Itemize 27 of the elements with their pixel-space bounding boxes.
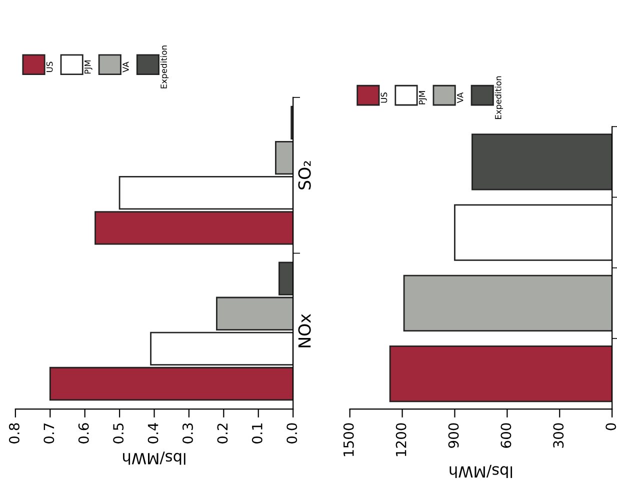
x-tick-label: 300 <box>553 423 564 448</box>
x-tick-label: 0.3 <box>182 423 193 444</box>
legend-label: Expedition <box>494 76 503 119</box>
x-axis-title: lbs/MWh <box>450 464 512 478</box>
x-tick-label: 0 <box>606 423 616 430</box>
x-tick-label: 0.1 <box>252 424 262 444</box>
legend-label: VA <box>122 62 129 72</box>
y-tick-label: NOx <box>298 314 311 348</box>
x-tick-label: 1200 <box>396 423 406 456</box>
x-tick-label: 900 <box>448 423 459 448</box>
x-axis-title: lbs/MWh <box>123 452 186 465</box>
x-tick-label: 0.0 <box>286 423 298 444</box>
x-tick-label: 0.7 <box>44 423 54 444</box>
x-tick-label: 0.2 <box>217 424 228 444</box>
y-tick-label: SO₂ <box>298 161 311 190</box>
legend-label: US <box>380 92 388 103</box>
x-tick-label: 0.6 <box>78 423 89 444</box>
legend-label: PJM <box>418 91 427 104</box>
x-tick-label: 1500 <box>343 423 354 456</box>
x-tick-label: 0.4 <box>148 423 158 444</box>
x-tick-label: 0.8 <box>8 423 20 444</box>
x-tick-label: 600 <box>500 423 512 448</box>
legend-label: PJM <box>84 60 92 74</box>
legend-label: VA <box>457 92 464 104</box>
x-tick-label: 0.5 <box>113 423 124 444</box>
legend-label: Expedition <box>160 46 169 88</box>
legend-label: US <box>46 62 53 72</box>
